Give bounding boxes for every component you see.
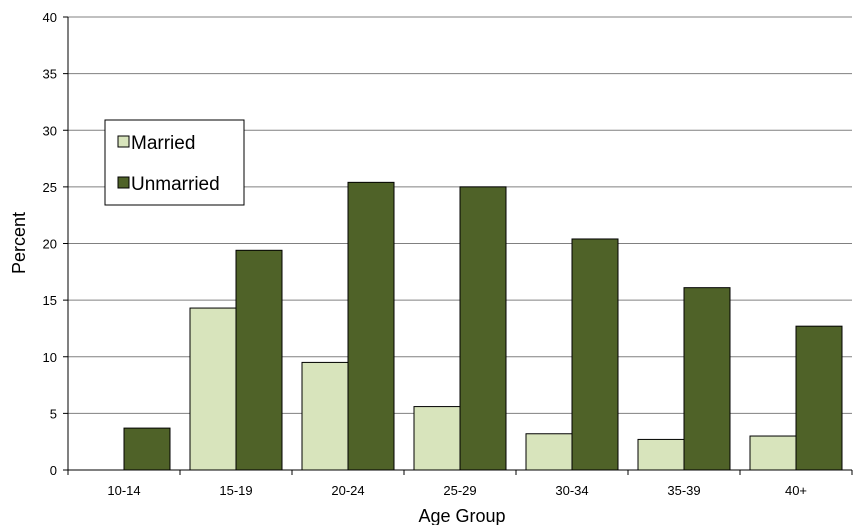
bar-married-25-29 <box>413 406 461 471</box>
bar-married-30-34 <box>525 433 573 471</box>
y-tick-labels: 0 5 10 15 20 25 30 35 40 <box>43 10 68 478</box>
bar-unmarried-10-14 <box>123 427 171 471</box>
bar-unmarried-25-29 <box>459 186 507 471</box>
y-tick-label: 40 <box>43 10 57 25</box>
x-tick-label: 10-14 <box>107 483 140 498</box>
legend-swatch-unmarried <box>117 176 130 189</box>
legend-box <box>104 119 245 206</box>
y-tick-label: 10 <box>43 350 57 365</box>
legend-label-married: Married <box>131 133 195 154</box>
legend: Married Unmarried <box>104 119 245 206</box>
x-axis-title: Age Group <box>418 506 505 525</box>
bar-unmarried-30-34 <box>571 238 619 471</box>
y-tick-label: 35 <box>43 67 57 82</box>
x-tick-label: 15-19 <box>219 483 252 498</box>
bar-unmarried-15-19 <box>235 249 283 471</box>
bar-married-20-24 <box>301 361 349 471</box>
bar-married-40+ <box>749 435 797 471</box>
x-tick-labels: 10-14 15-19 20-24 25-29 30-34 35-39 40+ <box>67 470 853 498</box>
bars <box>123 181 843 471</box>
x-tick-label: 35-39 <box>667 483 700 498</box>
x-tick-label: 25-29 <box>443 483 476 498</box>
legend-label-unmarried: Unmarried <box>131 174 220 195</box>
bar-married-35-39 <box>637 438 685 471</box>
y-axis-title: Percent <box>9 212 29 274</box>
x-tick-label: 30-34 <box>555 483 588 498</box>
x-tick-label: 40+ <box>785 483 807 498</box>
y-tick-label: 20 <box>43 237 57 252</box>
y-tick-label: 15 <box>43 293 57 308</box>
legend-swatch-married <box>117 135 130 148</box>
y-tick-label: 25 <box>43 180 57 195</box>
y-tick-label: 0 <box>50 463 57 478</box>
bar-unmarried-40+ <box>795 325 843 471</box>
y-tick-label: 5 <box>50 406 57 421</box>
x-tick-label: 20-24 <box>331 483 364 498</box>
bar-unmarried-20-24 <box>347 181 395 471</box>
bar-married-15-19 <box>189 307 237 471</box>
y-tick-label: 30 <box>43 123 57 138</box>
bar-unmarried-35-39 <box>683 287 731 471</box>
